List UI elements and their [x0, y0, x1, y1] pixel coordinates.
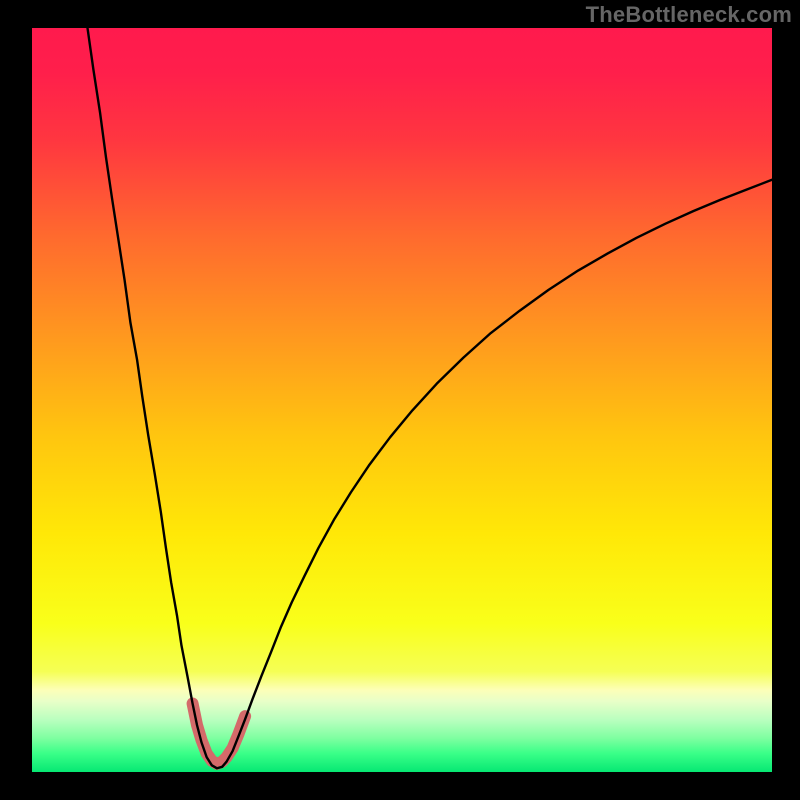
bottleneck-curve-chart — [0, 0, 800, 800]
watermark-text: TheBottleneck.com — [586, 2, 792, 28]
chart-container: { "watermark": "TheBottleneck.com", "cha… — [0, 0, 800, 800]
